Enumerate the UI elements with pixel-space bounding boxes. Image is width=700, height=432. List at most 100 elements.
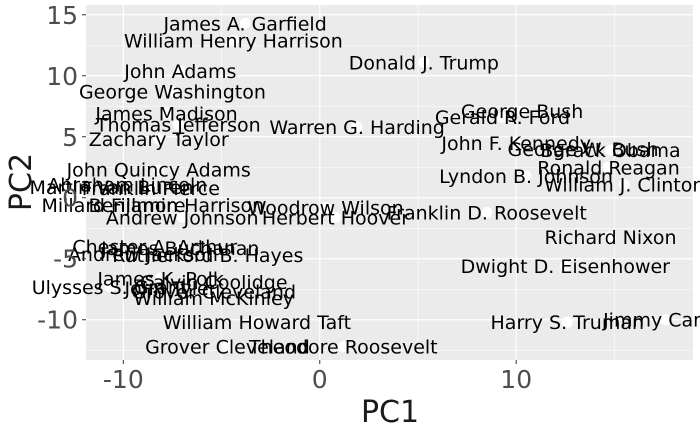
data-point <box>176 211 188 223</box>
data-label: James K. Polk <box>96 268 224 290</box>
data-label: Ulysses S. Grant <box>32 277 188 299</box>
data-label: James Madison <box>94 104 237 126</box>
data-point <box>106 181 118 193</box>
data-point <box>320 202 332 214</box>
plot-panel <box>86 5 693 360</box>
data-label: Andrew Johnson <box>106 207 259 229</box>
data-point <box>108 199 120 211</box>
y-tick-label: 15 <box>46 1 78 30</box>
x-tick-label: 10 <box>500 365 532 394</box>
data-label: Grover Cleveland <box>145 337 310 359</box>
data-label: Martin Van Buren <box>29 177 193 199</box>
data-point <box>481 206 493 218</box>
data-label: Harry S. Truman <box>491 312 645 334</box>
data-point <box>121 178 133 190</box>
data-label: Thomas Jefferson <box>95 115 261 137</box>
data-label: Andrew Jackson <box>68 244 218 266</box>
grid-minor <box>86 5 693 360</box>
data-point <box>202 249 214 261</box>
data-label: George W. Bush <box>507 139 658 161</box>
x-axis-ticks: -10 0 10 <box>103 360 532 394</box>
data-label: Donald J. Trump <box>349 52 499 74</box>
data-label: Chester A. Arthur <box>72 237 237 259</box>
data-label: George Bush <box>461 101 583 123</box>
data-point <box>516 105 528 117</box>
data-point <box>561 316 573 328</box>
y-tick-label: 0 <box>62 184 78 213</box>
data-label: Franklin D. Roosevelt <box>387 202 587 224</box>
data-point <box>239 17 251 29</box>
data-label: Franklin Pierce <box>82 178 220 200</box>
data-point <box>153 133 165 145</box>
data-point <box>329 211 341 223</box>
data-point <box>155 272 167 284</box>
data-point <box>418 56 430 68</box>
data-point <box>604 231 616 243</box>
data-point <box>351 121 363 133</box>
data-label: Rutherford B. Hayes <box>112 245 303 267</box>
data-point <box>577 143 589 155</box>
data-label: Gerald R. Ford <box>435 107 570 129</box>
data-point <box>137 248 149 260</box>
data-label: John Adams <box>123 61 236 83</box>
data-label: George Washington <box>79 82 266 104</box>
data-point <box>174 65 186 77</box>
data-point <box>604 144 616 156</box>
x-axis-title: PC1 <box>361 395 419 430</box>
data-point <box>659 314 671 326</box>
data-point <box>510 137 522 149</box>
data-label: William McKinley <box>133 288 294 310</box>
data-point <box>164 282 176 294</box>
x-tick-label: -10 <box>103 365 144 394</box>
data-point <box>221 341 233 353</box>
data-point <box>161 108 173 120</box>
data-label: Abraham Lincoln <box>47 174 207 196</box>
data-label: Benjamin Harrison <box>89 195 265 217</box>
data-point <box>559 260 571 272</box>
y-axis-ticks: -10 -5 0 5 10 15 <box>37 1 86 335</box>
data-label: Lyndon B. Johnson <box>439 166 613 188</box>
data-point <box>618 178 630 190</box>
data-label: Warren G. Harding <box>269 117 445 139</box>
data-label: Jimmy Carter <box>602 310 700 332</box>
data-point <box>153 164 165 176</box>
data-label: William Henry Harrison <box>124 30 343 52</box>
y-tick-label: -10 <box>37 306 78 335</box>
data-label: Woodrow Wilson <box>248 198 404 220</box>
data-point <box>170 199 182 211</box>
data-label: Calvin Coolidge <box>140 272 288 294</box>
data-point <box>603 161 615 173</box>
data-label: Grover Cleveland <box>131 282 296 304</box>
data-label: Richard Nixon <box>544 227 676 249</box>
data-point <box>227 34 239 46</box>
data-label: John Quincy Adams <box>66 160 251 182</box>
data-point <box>251 316 263 328</box>
data-point <box>172 119 184 131</box>
data-point <box>208 292 220 304</box>
y-axis-title: PC2 <box>4 153 39 211</box>
data-point <box>208 276 220 288</box>
y-tick-label: 10 <box>46 62 78 91</box>
data-point <box>149 241 161 253</box>
data-points <box>104 17 671 353</box>
data-label: James A. Garfield <box>162 13 326 35</box>
data-label: Barack Obama <box>540 140 680 162</box>
y-tick-label: -5 <box>53 245 78 274</box>
data-point <box>174 242 186 254</box>
data-label: Dwight D. Eisenhower <box>461 256 671 278</box>
data-label: James Buchanan <box>100 238 259 260</box>
data-point <box>496 111 508 123</box>
data-label: Zachary Taylor <box>89 129 229 151</box>
data-point <box>104 281 116 293</box>
data-point <box>166 86 178 98</box>
data-point <box>520 170 532 182</box>
y-tick-label: 5 <box>62 123 78 152</box>
data-point <box>145 182 157 194</box>
data-label: Herbert Hoover <box>262 207 409 229</box>
x-tick-label: 0 <box>312 365 328 394</box>
data-label: Theodore Roosevelt <box>248 337 438 359</box>
data-label: Ronald Reagan <box>537 157 679 179</box>
data-label: Millard Fillmore <box>41 195 185 217</box>
